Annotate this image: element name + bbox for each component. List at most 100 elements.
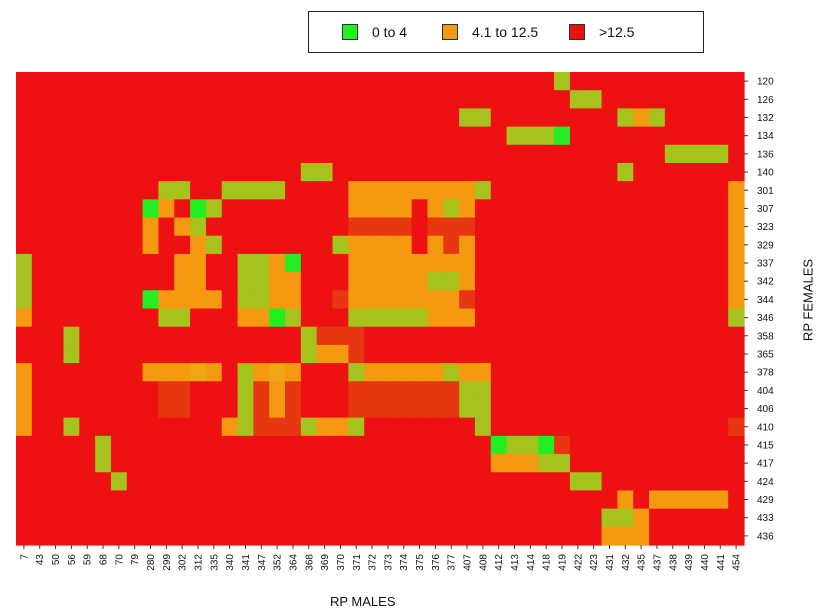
heatmap-cell xyxy=(285,381,302,401)
heatmap-cell xyxy=(490,344,508,364)
heatmap-cell xyxy=(316,144,334,164)
heatmap-cell xyxy=(443,381,460,401)
heatmap-cell xyxy=(490,508,508,528)
heatmap-cell xyxy=(16,181,33,200)
x-tick-label: 341 xyxy=(241,554,252,571)
x-tick-label: 299 xyxy=(162,554,173,571)
heatmap-cell xyxy=(649,126,666,146)
heatmap-cell xyxy=(601,126,618,146)
heatmap-cell xyxy=(142,199,160,219)
heatmap-cell xyxy=(190,290,207,310)
legend: 0 to 4 4.1 to 12.5 >12.5 xyxy=(308,11,704,53)
heatmap-cell xyxy=(348,399,365,419)
heatmap-cell xyxy=(237,90,254,109)
heatmap-cell xyxy=(158,108,175,128)
heatmap-cell xyxy=(31,90,49,109)
heatmap-cell xyxy=(174,472,191,492)
heatmap-cell xyxy=(474,162,492,182)
heatmap-cell xyxy=(174,454,191,473)
heatmap-cell xyxy=(63,363,80,382)
heatmap-cell xyxy=(585,144,603,164)
x-tick-label: 369 xyxy=(320,554,331,571)
heatmap-cell xyxy=(221,326,239,346)
heatmap-cell xyxy=(728,217,745,237)
heatmap-cell xyxy=(395,399,413,419)
x-tick-label: 441 xyxy=(716,554,727,571)
heatmap-cell xyxy=(126,144,144,164)
heatmap-cell xyxy=(142,217,160,237)
y-tick-label: 307 xyxy=(757,204,774,215)
heatmap-cell xyxy=(696,381,713,401)
heatmap-cell xyxy=(16,253,33,273)
heatmap-cell xyxy=(506,490,524,510)
heatmap-cell xyxy=(126,126,144,146)
heatmap-cell xyxy=(506,417,524,437)
heatmap-cell xyxy=(205,90,223,109)
heatmap-cell xyxy=(459,235,476,255)
heatmap-cell xyxy=(538,472,555,492)
heatmap-cell xyxy=(95,399,112,419)
heatmap-cell xyxy=(95,144,112,164)
heatmap-cell xyxy=(459,435,476,455)
heatmap-cell xyxy=(110,381,128,401)
heatmap-cell xyxy=(205,199,223,219)
heatmap-cell xyxy=(633,72,650,91)
heatmap-cell xyxy=(348,381,365,401)
heatmap-cell xyxy=(348,344,365,364)
heatmap-cell xyxy=(633,454,650,473)
heatmap-cell xyxy=(554,199,571,219)
heatmap-cell xyxy=(316,162,334,182)
heatmap-cell xyxy=(332,272,349,291)
heatmap-cell xyxy=(300,126,318,146)
heatmap-cell xyxy=(728,181,745,200)
heatmap-cell xyxy=(728,144,745,164)
y-tick-label: 433 xyxy=(757,513,774,524)
heatmap-cell xyxy=(300,381,318,401)
heatmap-cell xyxy=(332,381,349,401)
heatmap-cell xyxy=(728,526,745,546)
heatmap-cell xyxy=(158,472,175,492)
heatmap-cell xyxy=(696,508,713,528)
heatmap-cell xyxy=(569,326,587,346)
heatmap-cell xyxy=(538,435,555,455)
x-tick-label: 312 xyxy=(194,554,205,571)
heatmap-cell xyxy=(538,253,555,273)
heatmap-cell xyxy=(696,472,713,492)
heatmap-cell xyxy=(79,181,96,200)
heatmap-cell xyxy=(348,126,365,146)
heatmap-cell xyxy=(47,144,65,164)
heatmap-cell xyxy=(332,508,349,528)
heatmap-cell xyxy=(142,72,160,91)
legend-swatch-high xyxy=(569,24,585,40)
heatmap-cell xyxy=(633,417,650,437)
heatmap-cell xyxy=(174,253,191,273)
heatmap-cell xyxy=(554,344,571,364)
heatmap-cell xyxy=(110,108,128,128)
heatmap-cell xyxy=(110,490,128,510)
x-tick-label: 371 xyxy=(352,554,363,571)
heatmap-cell xyxy=(79,162,96,182)
heatmap-cell xyxy=(696,308,713,328)
heatmap-cell xyxy=(110,363,128,382)
heatmap-cell xyxy=(443,508,460,528)
heatmap-cell xyxy=(538,381,555,401)
heatmap-cell xyxy=(633,235,650,255)
heatmap-cell xyxy=(427,399,444,419)
heatmap-cell xyxy=(142,253,160,273)
heatmap-cell xyxy=(348,490,365,510)
x-tick-label: 352 xyxy=(273,554,284,571)
heatmap-cell xyxy=(364,290,381,310)
heatmap-cell xyxy=(554,472,571,492)
heatmap-cell xyxy=(237,162,254,182)
heatmap-cell xyxy=(522,344,539,364)
heatmap-cell xyxy=(285,363,302,382)
heatmap-cell xyxy=(443,162,460,182)
heatmap-cell xyxy=(31,526,49,546)
heatmap-cell xyxy=(459,326,476,346)
heatmap-cell xyxy=(585,435,603,455)
heatmap-cell xyxy=(47,90,65,109)
heatmap-cell xyxy=(364,308,381,328)
heatmap-cell xyxy=(664,526,682,546)
heatmap-cell xyxy=(664,454,682,473)
heatmap-cell xyxy=(380,381,397,401)
